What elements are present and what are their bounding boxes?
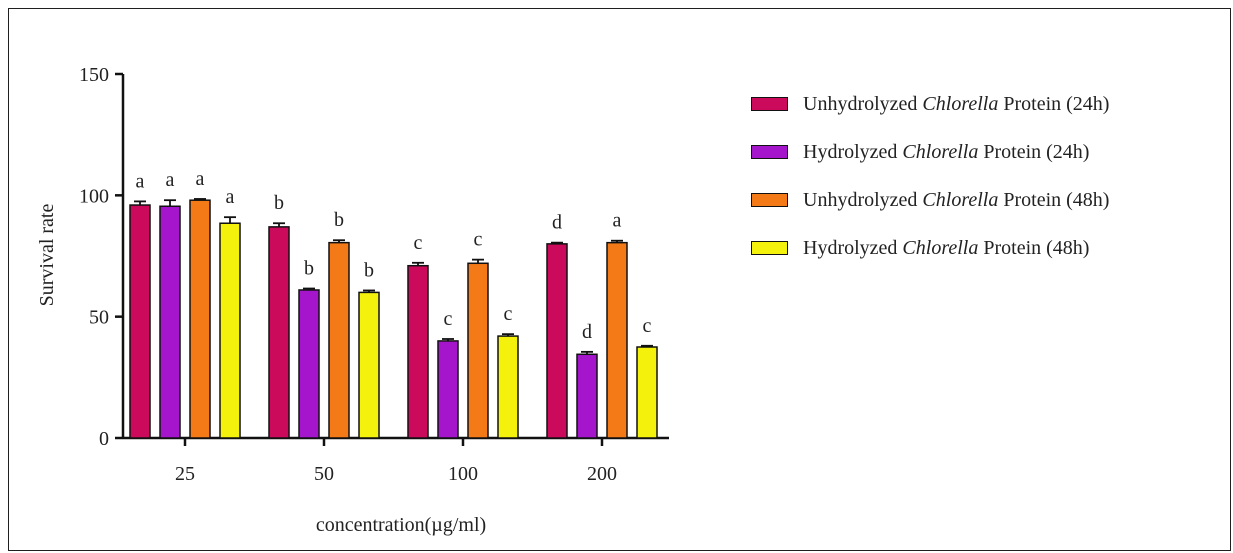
significance-letter: c: [643, 315, 652, 337]
legend-label: Hydrolyzed Chlorella Protein (24h): [803, 141, 1089, 164]
significance-letter: d: [582, 321, 592, 343]
significance-letter: b: [364, 259, 374, 281]
significance-letter: c: [504, 303, 513, 325]
legend-swatch: [751, 241, 788, 255]
significance-letter: c: [414, 232, 423, 254]
bar: [219, 222, 241, 439]
bar: [437, 340, 459, 439]
legend-swatch: [751, 193, 788, 207]
significance-letter: b: [304, 258, 314, 280]
x-tick-label: 200: [587, 463, 617, 485]
bar: [576, 353, 598, 439]
x-tick-label: 50: [314, 463, 334, 485]
significance-letter: a: [196, 168, 205, 190]
legend-label-prefix: Unhydrolyzed: [803, 92, 923, 115]
significance-letter: c: [474, 229, 483, 251]
legend-item: Unhydrolyzed Chlorella Protein (48h): [751, 185, 1109, 215]
bar: [358, 291, 380, 439]
significance-letter: b: [274, 192, 284, 214]
bar: [268, 226, 290, 439]
significance-letter: d: [552, 212, 562, 234]
bar: [497, 335, 519, 439]
y-tick-label: 150: [79, 64, 109, 86]
bar: [467, 262, 489, 439]
legend-label: Hydrolyzed Chlorella Protein (48h): [803, 237, 1089, 260]
bar: [328, 241, 350, 439]
y-tick-label: 0: [99, 428, 109, 450]
legend-item: Hydrolyzed Chlorella Protein (24h): [751, 137, 1089, 167]
bar-chart: Survival rate concentration(µg/ml) 0 50 10…: [36, 64, 669, 536]
significance-letter: a: [166, 169, 175, 191]
figure-frame: Survival rate concentration(µg/ml) 0 50 10…: [8, 8, 1231, 551]
legend-label-prefix: Hydrolyzed: [803, 140, 903, 163]
y-tick-label: 50: [89, 307, 109, 329]
bar: [298, 289, 320, 439]
x-tick-label: 100: [448, 463, 478, 485]
bar: [129, 204, 151, 439]
legend-label: Unhydrolyzed Chlorella Protein (24h): [803, 93, 1109, 116]
legend-label-suffix: Protein (48h): [978, 236, 1090, 259]
legend-label-prefix: Unhydrolyzed: [803, 188, 923, 211]
significance-letter: b: [334, 209, 344, 231]
legend-label-species: Chlorella: [902, 140, 979, 163]
legend-label-suffix: Protein (48h): [998, 188, 1110, 211]
legend-label-species: Chlorella: [922, 188, 999, 211]
legend-label-suffix: Protein (24h): [998, 92, 1110, 115]
legend-swatch: [751, 97, 788, 111]
significance-letter: a: [226, 186, 235, 208]
significance-letter: a: [136, 170, 145, 192]
y-tick-label: 100: [79, 185, 109, 207]
bar: [407, 264, 429, 439]
bar: [606, 241, 628, 439]
legend-label-species: Chlorella: [922, 92, 999, 115]
bar: [189, 199, 211, 439]
significance-letter: c: [444, 308, 453, 330]
x-axis-title: concentration(µg/ml): [316, 514, 486, 536]
legend-item: Hydrolyzed Chlorella Protein (48h): [751, 233, 1089, 263]
legend-label-prefix: Hydrolyzed: [803, 236, 903, 259]
x-tick-label: 25: [175, 463, 195, 485]
significance-letter: a: [613, 210, 622, 232]
legend-item: Unhydrolyzed Chlorella Protein (24h): [751, 89, 1109, 119]
bar: [636, 346, 658, 439]
legend-label-species: Chlorella: [902, 236, 979, 259]
bar: [546, 243, 568, 439]
y-axis-title: Survival rate: [36, 204, 58, 307]
legend-swatch: [751, 145, 788, 159]
legend-label-suffix: Protein (24h): [978, 140, 1090, 163]
bar: [159, 205, 181, 439]
legend-label: Unhydrolyzed Chlorella Protein (48h): [803, 189, 1109, 212]
